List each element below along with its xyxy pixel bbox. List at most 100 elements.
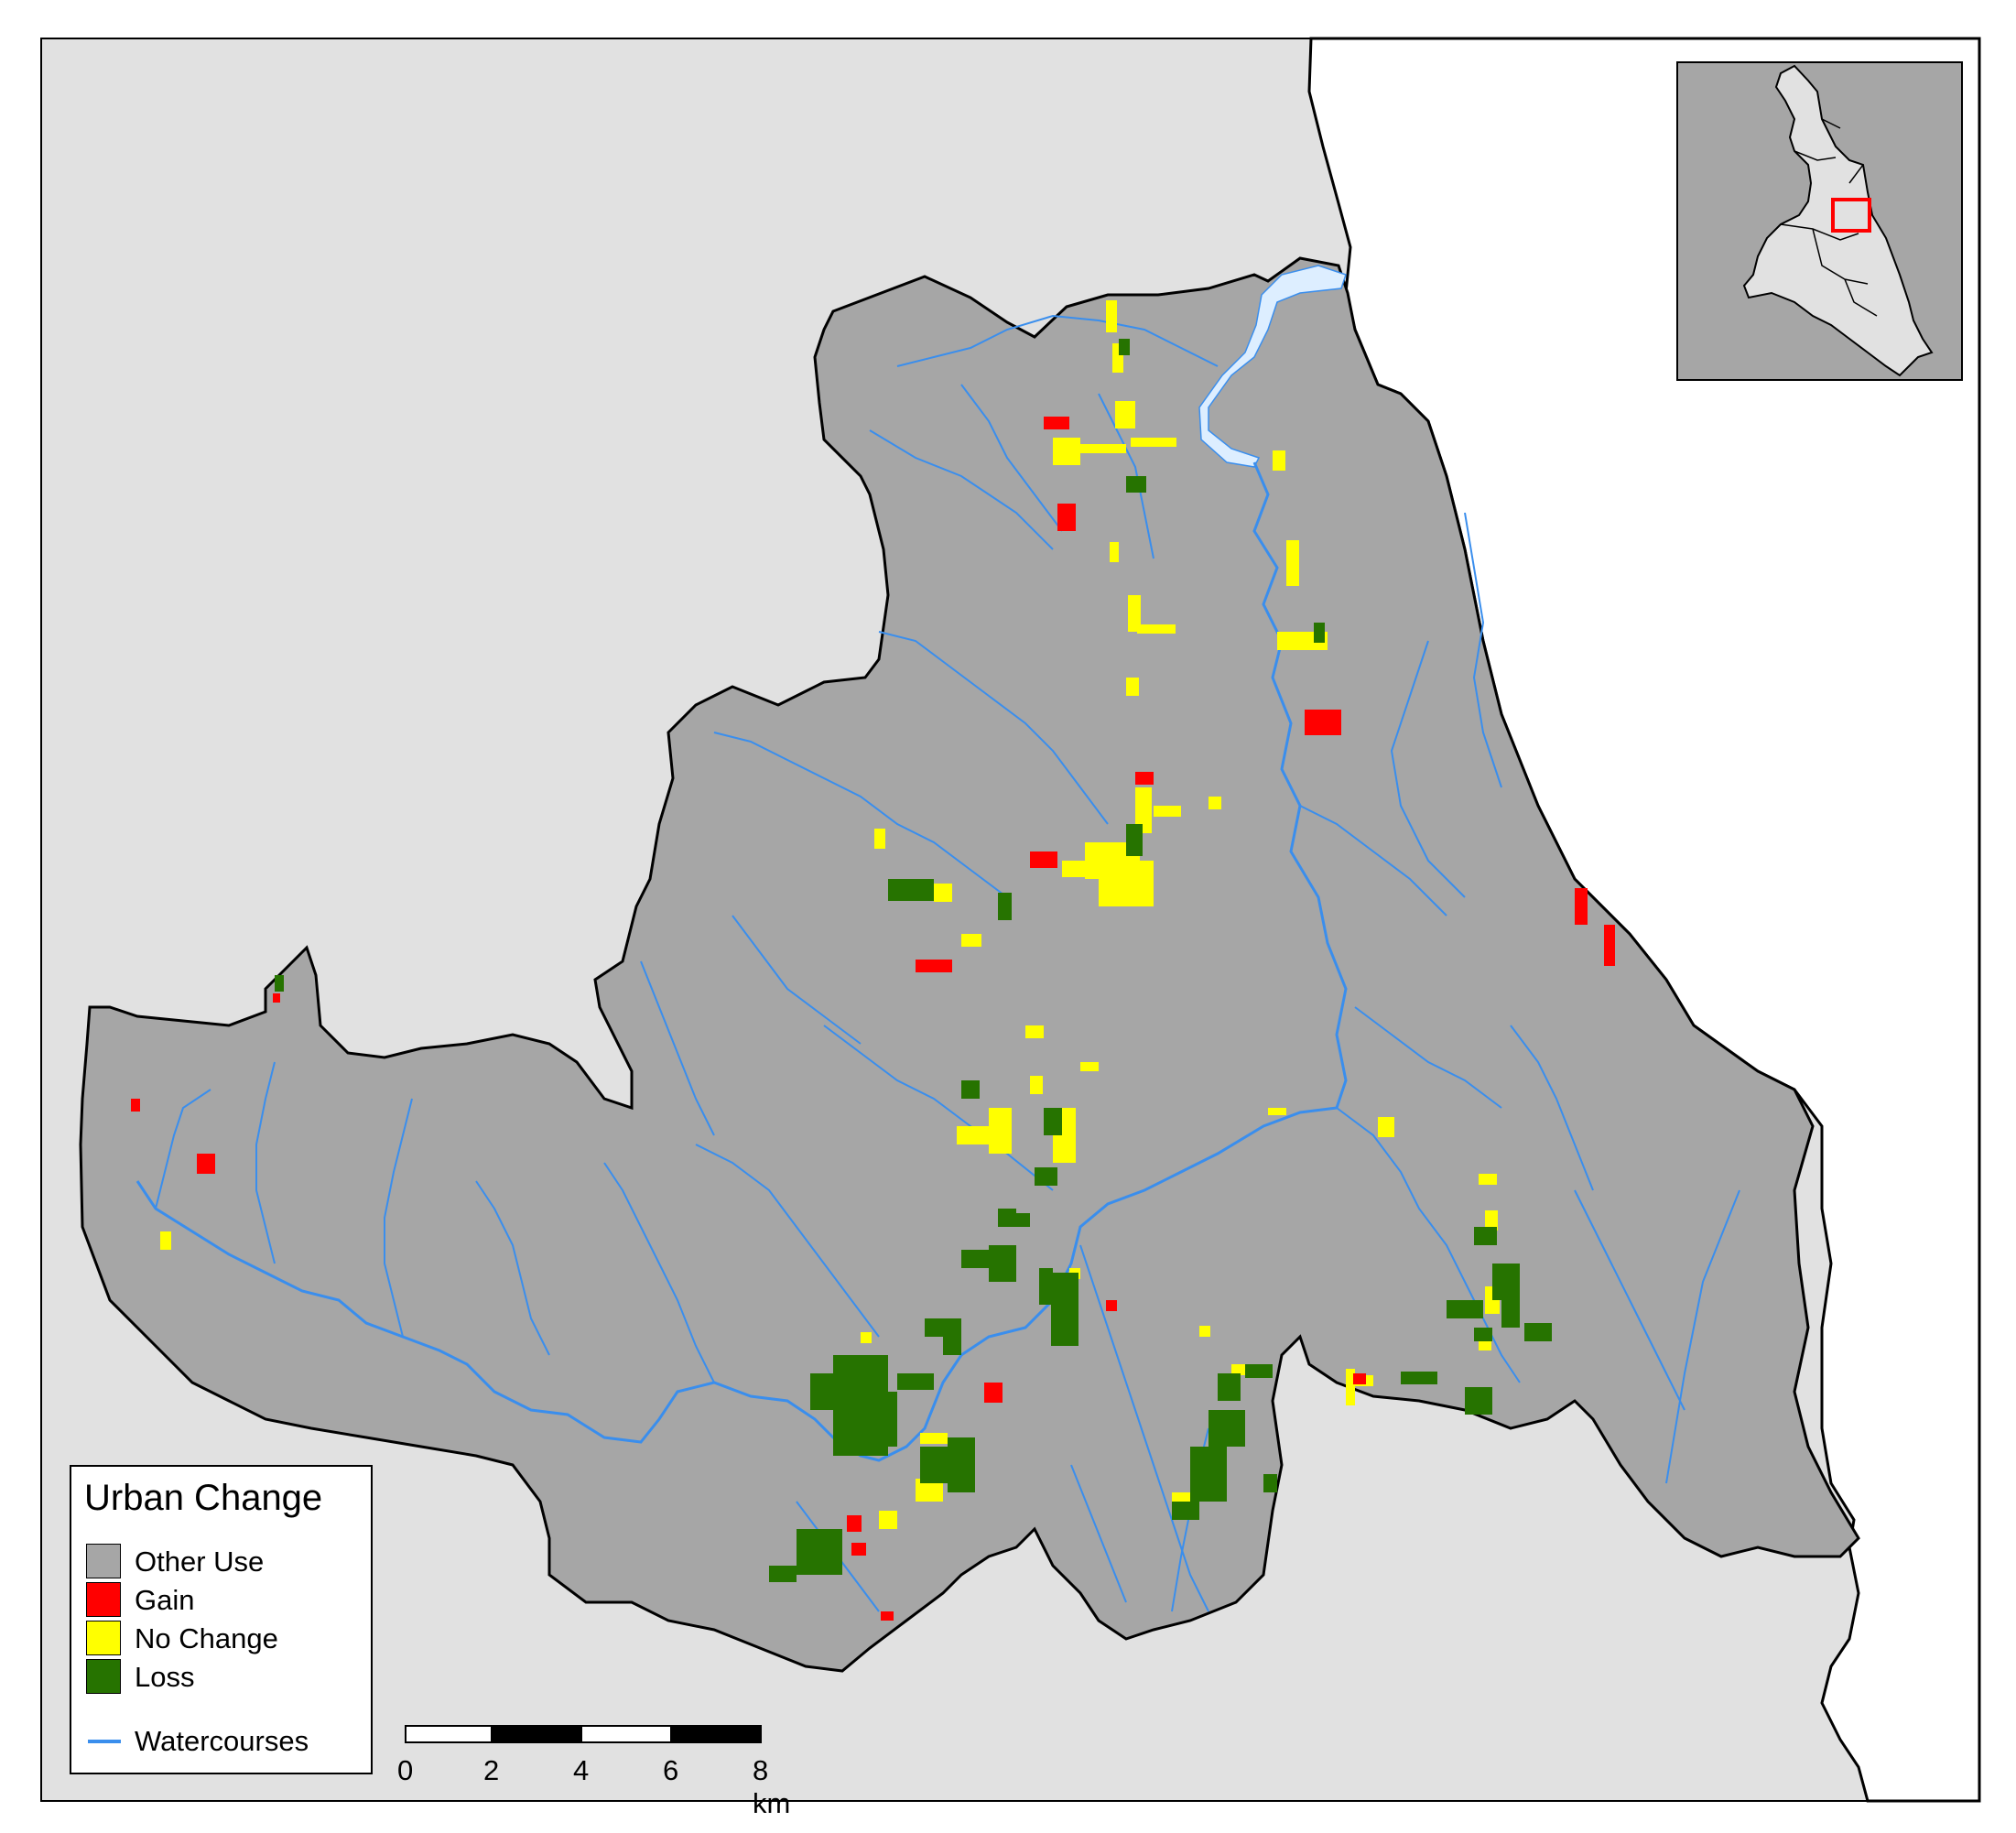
no-change-patch <box>1025 1025 1044 1038</box>
scale-bar: 0 2 4 6 8 km <box>397 1725 790 1819</box>
loss-patch <box>275 975 284 992</box>
loss-patch <box>1474 1328 1492 1341</box>
no-change-patch <box>1479 1174 1497 1185</box>
stream <box>1574 1189 1685 1411</box>
no-change-patch <box>1378 1117 1394 1137</box>
no-change-patch <box>1199 1326 1210 1337</box>
stream <box>1070 1464 1127 1603</box>
gain-patch <box>1044 417 1069 429</box>
legend-swatch <box>86 1659 121 1694</box>
stream <box>1464 512 1502 788</box>
loss-patch <box>943 1337 961 1355</box>
gain-patch <box>1604 925 1615 966</box>
stream <box>384 1098 413 1338</box>
stream <box>695 1144 880 1338</box>
inset-locator-box <box>1831 198 1871 233</box>
no-change-patch <box>1135 787 1152 833</box>
no-change-patch <box>1062 861 1094 877</box>
gain-patch <box>273 993 280 1003</box>
loss-patch <box>1245 1364 1273 1378</box>
loss-patch <box>1314 623 1325 643</box>
loss-patch <box>989 1245 1016 1282</box>
loss-patch <box>769 1566 797 1582</box>
legend-label: Watercourses <box>135 1725 309 1757</box>
stream <box>732 915 862 1045</box>
stream <box>713 732 1008 898</box>
watercourse-line-icon <box>88 1740 121 1743</box>
loss-patch <box>961 1250 989 1268</box>
gain-patch <box>984 1383 1003 1403</box>
gain-patch <box>197 1154 215 1174</box>
stream <box>869 429 1054 550</box>
estuary <box>1198 265 1347 468</box>
no-change-patch <box>874 829 885 849</box>
stream <box>155 1089 211 1209</box>
loss-patch <box>1035 1167 1057 1186</box>
loss-patch <box>1039 1268 1053 1305</box>
no-change-patch <box>1268 1108 1286 1115</box>
no-change-patch <box>1346 1369 1355 1405</box>
no-change-patch <box>1099 861 1154 906</box>
no-change-patch <box>1080 444 1126 453</box>
no-change-patch <box>1273 450 1285 471</box>
loss-patches <box>275 339 1552 1582</box>
loss-patch <box>1474 1227 1497 1245</box>
gain-patch <box>851 1543 866 1556</box>
no-change-patch <box>989 1108 1012 1154</box>
loss-patch <box>1209 1410 1245 1447</box>
legend-swatch <box>86 1621 121 1655</box>
scale-bar-label: 0 <box>397 1754 414 1786</box>
legend-label: Other Use <box>135 1546 265 1578</box>
gain-patch <box>1575 888 1588 925</box>
stream <box>1098 393 1154 559</box>
no-change-patch <box>1110 542 1119 562</box>
loss-patch <box>998 1209 1016 1227</box>
loss-patch <box>961 1080 980 1099</box>
stream <box>603 1162 715 1383</box>
loss-patch <box>1218 1373 1241 1401</box>
loss-patch <box>1401 1372 1437 1384</box>
no-change-patch <box>920 1433 948 1444</box>
legend-item-gain: Gain <box>86 1580 361 1621</box>
no-change-patch <box>861 1332 872 1343</box>
scale-bar-label: 6 <box>663 1754 679 1786</box>
loss-patch <box>897 1373 934 1390</box>
no-change-patch <box>1030 1076 1043 1094</box>
no-change-patch <box>1080 1062 1099 1071</box>
stream <box>1665 1189 1740 1484</box>
legend-item-no-change: No Change <box>86 1619 361 1659</box>
stream <box>1079 1244 1209 1612</box>
no-change-patch <box>1286 540 1299 586</box>
loss-patch <box>1044 1108 1062 1135</box>
loss-patch <box>1051 1273 1078 1346</box>
legend-label: Gain <box>135 1584 195 1616</box>
no-change-patch <box>160 1231 171 1250</box>
no-change-patch <box>1209 797 1221 809</box>
gain-patch <box>1353 1373 1366 1384</box>
scale-bar-label: 4 <box>573 1754 590 1786</box>
legend-item-loss: Loss <box>86 1657 361 1697</box>
no-change-patch <box>1485 1210 1498 1231</box>
loss-patch <box>1447 1300 1483 1318</box>
legend-swatch <box>86 1544 121 1578</box>
no-change-patch <box>1137 624 1176 634</box>
inset-region <box>1742 64 1934 377</box>
stream <box>1390 640 1466 898</box>
no-change-patch <box>879 1511 897 1529</box>
gain-patch <box>1106 1300 1117 1311</box>
scale-bar-label: 8 km <box>753 1754 791 1819</box>
inset-map <box>1676 61 1963 381</box>
stream <box>640 960 715 1136</box>
loss-patch <box>1172 1502 1199 1520</box>
loss-patch <box>1126 476 1146 493</box>
inset-subdivisions <box>1780 118 1878 317</box>
scale-bar-segment <box>405 1725 493 1743</box>
legend: Urban Change Other Use Gain No Change Lo… <box>70 1465 373 1774</box>
loss-patch <box>1190 1447 1227 1502</box>
scale-bar-segment <box>670 1725 762 1743</box>
stream <box>1336 1107 1521 1383</box>
no-change-patch <box>1053 438 1080 465</box>
stream <box>475 1180 550 1356</box>
loss-patch <box>1501 1300 1520 1328</box>
gain-patch <box>1057 504 1076 531</box>
